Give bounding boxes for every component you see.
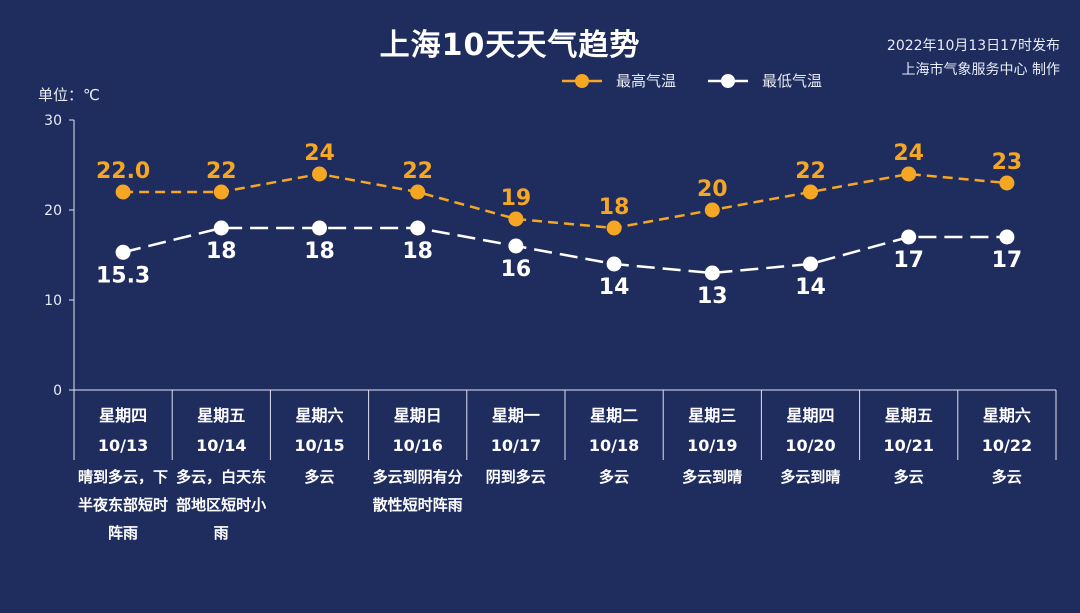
point-low [999,229,1015,245]
weekday-label: 星期五 [197,406,245,425]
legend-marker-high [562,73,602,88]
point-low [312,220,327,236]
point-low [704,265,720,281]
series-line-high [123,172,1008,230]
weather-description: 多云到晴 [780,468,841,486]
data-label-low: 18 [304,239,335,264]
publish-info: 2022年10月13日17时发布 上海市气象服务中心 制作 [887,34,1060,82]
unit-label: 单位：℃ [38,86,100,104]
weather-description: 多云到晴 [682,468,743,486]
point-low [115,244,131,260]
data-label-low: 14 [599,275,630,300]
date-label: 10/14 [196,436,246,455]
data-label-low: 18 [402,239,433,264]
date-label: 10/20 [785,436,835,455]
point-high [999,175,1015,191]
date-label: 10/16 [393,436,443,455]
y-tick-label: 0 [53,383,62,399]
point-low [410,220,426,236]
data-label-high: 20 [697,177,728,202]
date-label: 10/17 [491,436,541,455]
date-label: 10/19 [687,436,737,455]
legend-label-high: 最高气温 [616,72,677,90]
data-label-high: 22 [206,159,237,184]
date-label: 10/22 [982,436,1032,455]
legend-item-high: 最高气温 [560,70,676,91]
data-label-low: 13 [697,284,728,309]
point-low [606,256,622,272]
weekday-label: 星期二 [590,406,638,425]
point-high [508,211,524,227]
point-high [213,184,229,200]
y-tick-label: 10 [44,293,62,309]
legend-label-low: 最低气温 [762,72,823,90]
data-label-low: 17 [992,248,1023,273]
y-tick-label: 20 [44,203,62,219]
point-high [704,202,720,218]
weekday-label: 星期五 [885,406,933,425]
point-low [901,229,917,245]
weekday-label: 星期四 [786,406,834,425]
publish-source: 上海市气象服务中心 制作 [901,62,1060,78]
weekday-label: 星期一 [492,406,540,425]
date-label: 10/21 [884,436,934,455]
data-label-high: 24 [304,141,335,166]
data-label-high: 24 [893,141,924,166]
data-label-low: 18 [206,239,237,264]
date-label: 10/13 [98,436,148,455]
weather-description: 多云 [991,468,1022,486]
point-low [803,256,818,272]
weekday-label: 星期六 [295,406,343,425]
point-high [312,166,327,182]
weather-description: 阴到多云 [485,468,546,486]
point-high [901,166,917,182]
weekday-label: 星期三 [688,406,736,425]
point-low [508,238,524,254]
data-label-high: 22 [402,159,433,184]
weekday-label: 星期四 [99,406,147,425]
weather-description: 多云 [893,468,924,486]
data-label-high: 22 [795,159,826,184]
data-label-high: 18 [599,195,630,220]
point-high [606,220,622,236]
weather-description: 多云 [598,468,629,486]
data-label-low: 14 [795,275,826,300]
legend: 最高气温 最低气温 [560,70,822,91]
point-high [410,184,426,200]
date-label: 10/15 [294,436,344,455]
point-high [115,184,131,200]
weather-description: 晴到多云，下半夜东部短时阵雨 [77,468,168,542]
weather-description: 多云到阴有分散性短时阵雨 [372,468,463,514]
point-low [213,220,229,236]
publish-time: 2022年10月13日17时发布 [886,38,1060,54]
data-label-low: 17 [893,248,924,273]
data-label-high: 22.0 [96,159,150,184]
legend-item-low: 最低气温 [706,70,822,91]
chart-title: 上海10天天气趋势 [379,28,641,63]
data-label-low: 16 [501,257,532,282]
weekday-label: 星期六 [983,406,1031,425]
weather-description: 多云 [304,468,335,486]
date-label: 10/18 [589,436,639,455]
weather-description: 多云，白天东部地区短时小雨 [176,468,267,542]
data-label-high: 23 [992,150,1023,175]
series-line-low [122,226,1007,275]
legend-marker-low [708,73,749,88]
y-tick-label: 30 [44,113,62,129]
data-label-high: 19 [501,186,532,211]
point-high [803,184,818,200]
weekday-label: 星期日 [394,406,442,425]
data-label-low: 15.3 [96,263,150,288]
